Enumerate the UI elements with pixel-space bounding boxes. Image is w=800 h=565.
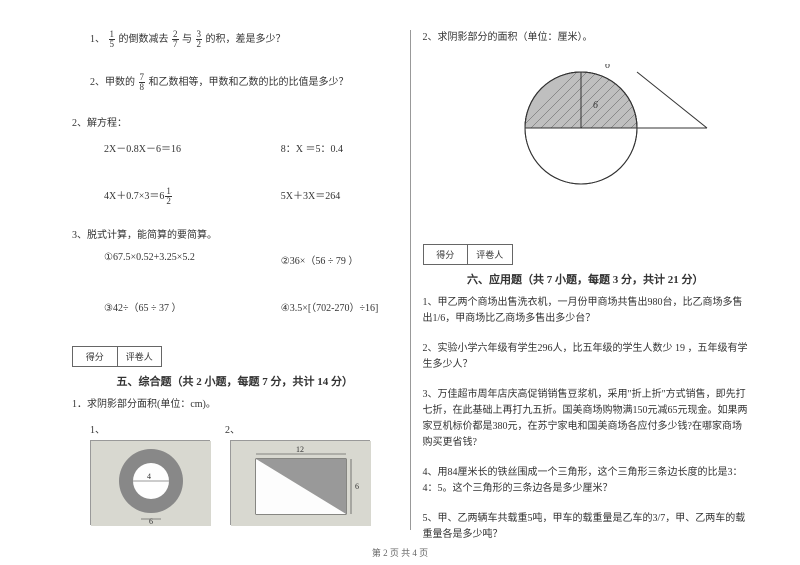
- frac-icon: 32: [196, 30, 203, 49]
- page-columns: 1、 15 的倒数减去 27 与 32 的积，差是多少？ 2、甲数的 78 和乙…: [60, 30, 760, 530]
- svg-text:6: 6: [355, 482, 359, 491]
- svg-text:6: 6: [149, 517, 153, 526]
- q3-title: 3、脱式计算，能简算的要简算。: [72, 228, 398, 244]
- app-q2: 2、实验小学六年级有学生296人，比五年级的学生人数少 19 ，五年级有学生多少…: [423, 341, 749, 373]
- calc-4: ④3.5×[（702-270）÷16]: [281, 299, 398, 314]
- left-column: 1、 15 的倒数减去 27 与 32 的积，差是多少？ 2、甲数的 78 和乙…: [60, 30, 411, 530]
- app-q3: 3、万佳超市周年店庆高促销销售豆浆机，采用"折上折"方式销售，即先打七折，在此基…: [423, 387, 749, 451]
- score-label-r: 得分: [424, 245, 469, 264]
- q1-2-post: 和乙数相等，甲数和乙数的比的比值是多少？: [149, 77, 349, 88]
- q1-1-mid1: 的倒数减去: [119, 34, 169, 45]
- score-box: 得分 评卷人: [72, 346, 162, 367]
- section-5-title: 五、综合题（共 2 小题，每题 7 分，共计 14 分）: [72, 373, 398, 389]
- score-label: 得分: [73, 347, 118, 366]
- q2-title: 2、解方程：: [72, 116, 398, 132]
- svg-text:12: 12: [296, 445, 304, 454]
- calc-row-2: ③42÷（65 ÷ 37 ） ④3.5×[（702-270）÷16]: [72, 299, 398, 314]
- right-column: 2、求阴影部分的面积（单位：厘米）。: [411, 30, 761, 530]
- img-label-2: 2、: [225, 421, 240, 436]
- app-q5: 5、甲、乙两辆车共载重5吨，甲车的载重量是乙车的3/7，甲、乙两车的载重量各是多…: [423, 511, 749, 543]
- q1-1-pre: 1、: [90, 34, 105, 45]
- ring-figure: 4 6: [90, 440, 210, 525]
- frac-icon: 78: [139, 73, 146, 92]
- q1-2: 2、甲数的 78 和乙数相等，甲数和乙数的比的比值是多少？: [72, 73, 398, 92]
- score-box-r: 得分 评卷人: [423, 244, 513, 265]
- calc-row-1: ①67.5×0.52+3.25×5.2 ②36×（56 ÷ 79 ）: [72, 252, 398, 267]
- calc-3: ③42÷（65 ÷ 37 ）: [104, 299, 221, 314]
- eq-1: 2X－0.8X－6＝16: [104, 140, 221, 155]
- eq-4: 5X＋3X＝264: [281, 187, 398, 206]
- q1-1-post: 的积，差是多少？: [206, 34, 286, 45]
- calc-2: ②36×（56 ÷ 79 ）: [281, 252, 398, 267]
- eq-2: 8：X ＝5：0.4: [281, 140, 398, 155]
- eq-row-2: 4X＋0.7×3＝612 5X＋3X＝264: [72, 187, 398, 206]
- svg-text:6: 6: [593, 100, 598, 111]
- calc-1: ①67.5×0.52+3.25×5.2: [104, 252, 221, 267]
- eq-3: 4X＋0.7×3＝612: [104, 187, 221, 206]
- eq-row-1: 2X－0.8X－6＝16 8：X ＝5：0.4: [72, 140, 398, 155]
- img-label-1: 1、: [90, 421, 105, 436]
- q1-1: 1、 15 的倒数减去 27 与 32 的积，差是多少？: [72, 30, 398, 49]
- q1-2-pre: 2、甲数的: [90, 77, 135, 88]
- img-labels: 1、 2、: [72, 421, 398, 436]
- frac-icon: 15: [109, 30, 116, 49]
- page-footer: 第 2 页 共 4 页: [0, 546, 800, 559]
- grader-label-r: 评卷人: [468, 245, 512, 264]
- image-row: 4 6 12 6: [72, 440, 398, 525]
- section-6-title: 六、应用题（共 7 小题，每题 3 分，共计 21 分）: [423, 271, 749, 287]
- svg-text:6: 6: [605, 64, 610, 71]
- shaded-circle-figure: 6 6: [485, 64, 685, 224]
- q1-1-mid2: 与: [182, 34, 192, 45]
- app-q4: 4、用84厘米长的铁丝围成一个三角形，这个三角形三条边长度的比是3：4：5。这个…: [423, 465, 749, 497]
- app-q1: 1、甲乙两个商场出售洗衣机，一月份甲商场共售出980台，比乙商场多售出1/6，甲…: [423, 295, 749, 327]
- circle-triangle-icon: 6 6: [485, 64, 725, 224]
- svg-text:4: 4: [147, 472, 151, 481]
- r-q2-title: 2、求阴影部分的面积（单位：厘米）。: [423, 30, 749, 46]
- triangle-icon: 12 6: [231, 441, 371, 526]
- frac-icon: 27: [172, 30, 179, 49]
- ring-icon: 4 6: [91, 441, 211, 526]
- triangle-figure: 12 6: [230, 440, 370, 525]
- grader-label: 评卷人: [118, 347, 162, 366]
- frac-icon: 12: [165, 187, 172, 206]
- sec5-q1: 1．求阴影部分面积(单位：cm)。: [72, 397, 398, 413]
